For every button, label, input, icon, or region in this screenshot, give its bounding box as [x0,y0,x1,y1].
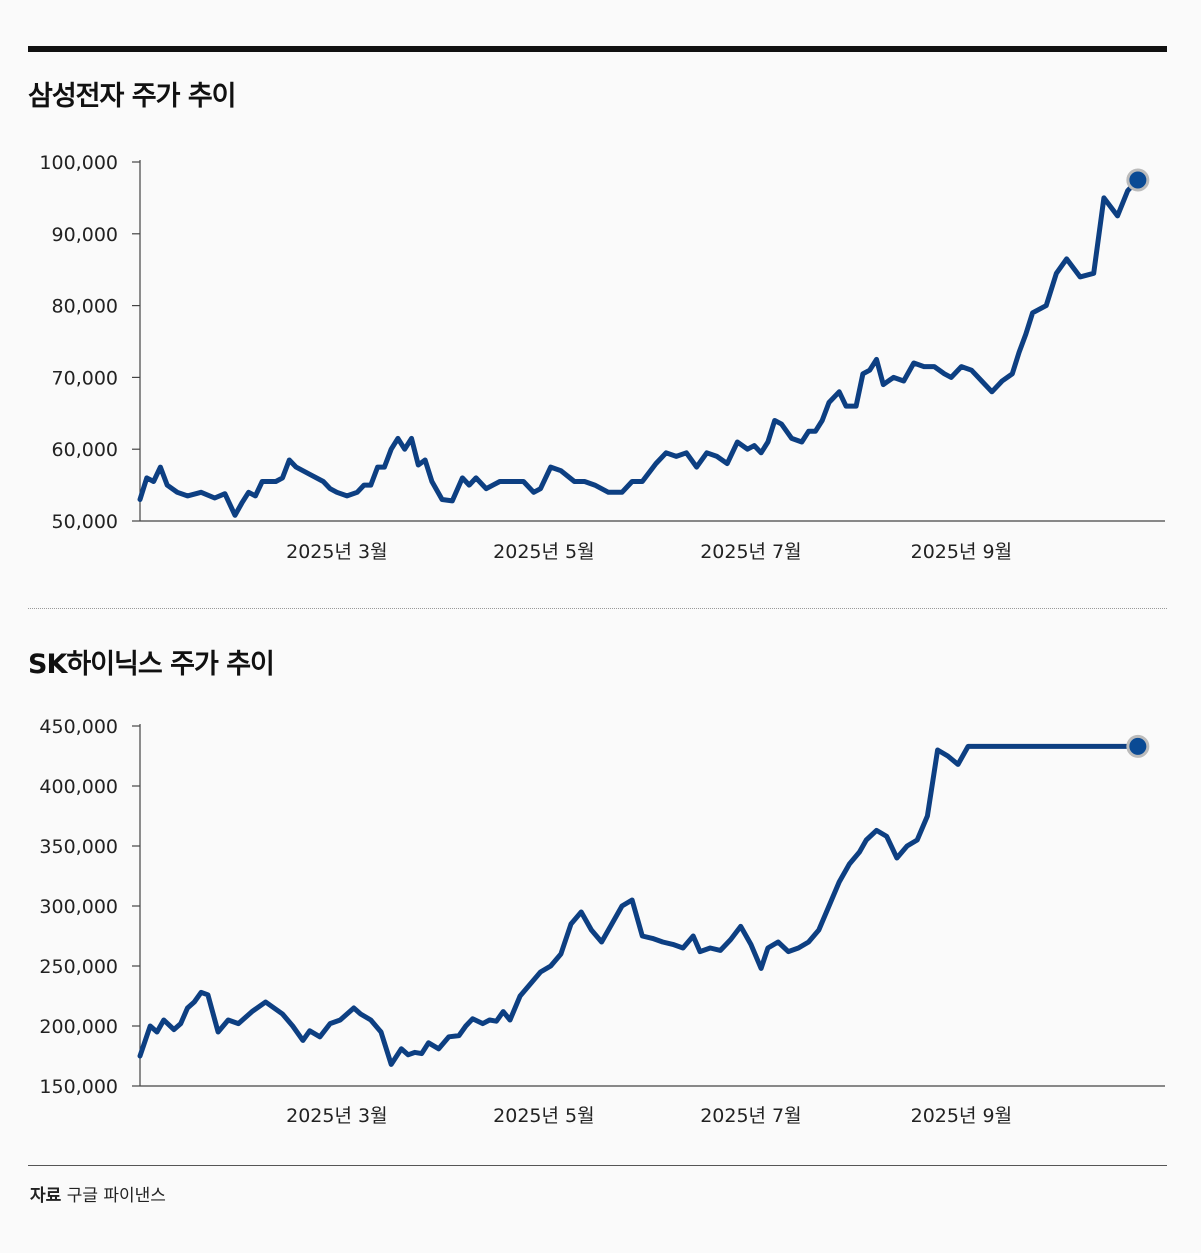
y-tick-label: 350,000 [39,836,118,858]
y-tick-label: 50,000 [52,511,118,533]
chart-title-skhynix: SK하이닉스 주가 추이 [28,649,275,680]
end-point-marker [1126,734,1150,758]
x-tick-label: 2025년 5월 [493,1105,594,1127]
y-tick-label: 150,000 [39,1076,118,1098]
chart-skhynix: 150,000 200,000 250,000 300,000 350,000 400,0… [39,716,1165,1127]
chart-title-samsung: 삼성전자 주가 추이 [28,81,237,112]
y-tick-label: 250,000 [39,956,118,978]
x-tick-label: 2025년 7월 [700,1105,801,1127]
y-tick-label: 70,000 [52,367,118,389]
source-label: 자료 [30,1186,62,1206]
x-tick-label: 2025년 3월 [286,541,387,563]
y-tick-label: 100,000 [39,152,118,174]
x-tick-label: 2025년 9월 [911,1105,1012,1127]
y-tick-label: 200,000 [39,1016,118,1038]
y-tick-label: 80,000 [52,296,118,318]
series-line [137,177,1141,518]
end-point-marker [1126,168,1150,192]
chart-samsung: 50,000 60,000 70,000 80,000 90,000 100,000 202… [39,152,1165,563]
top-rule [28,46,1167,52]
bottom-rule [28,1165,1167,1166]
y-tick-label: 300,000 [39,896,118,918]
x-tick-label: 2025년 5월 [493,541,594,563]
y-tick-label: 60,000 [52,439,118,461]
x-tick-label: 2025년 7월 [700,541,801,563]
x-tick-label: 2025년 9월 [911,541,1012,563]
source-note: 자료 구글 파이낸스 [30,1181,166,1206]
source-value: 구글 파이낸스 [66,1186,166,1206]
chart-divider [28,608,1167,609]
y-tick-label: 90,000 [52,224,118,246]
y-tick-label: 400,000 [39,776,118,798]
series-line [137,743,1141,1067]
y-tick-label: 450,000 [39,716,118,738]
x-tick-label: 2025년 3월 [286,1105,387,1127]
